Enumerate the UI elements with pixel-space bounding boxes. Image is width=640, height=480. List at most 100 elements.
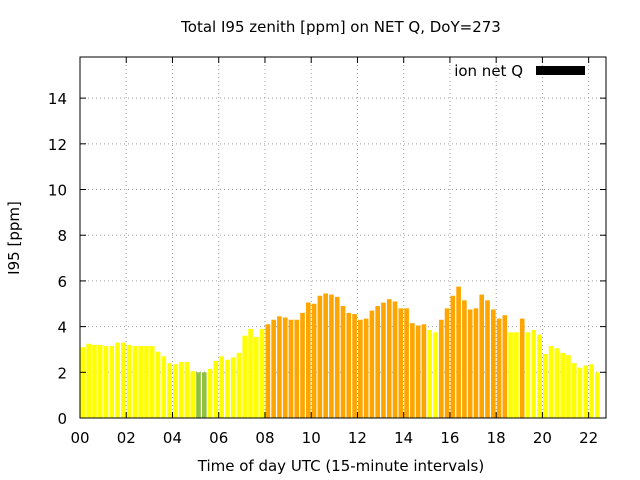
bar-11 [144, 346, 149, 418]
bar-3 [97, 344, 103, 418]
bar-57 [410, 323, 415, 418]
bar-42 [323, 293, 328, 418]
bar-23 [213, 360, 219, 418]
bar-41 [317, 295, 323, 418]
bar-88 [589, 364, 594, 418]
y-tick-label-7: 14 [48, 90, 67, 108]
x-tick-label-4: 08 [255, 429, 274, 447]
bar-89 [595, 372, 600, 418]
bar-39 [306, 302, 311, 418]
bar-4 [103, 346, 109, 418]
y-tick-label-6: 12 [48, 136, 67, 154]
y-axis-label: I95 [ppm] [5, 201, 23, 275]
bar-47 [352, 314, 357, 418]
bar-18 [184, 362, 190, 418]
y-tick-label-3: 6 [57, 273, 67, 291]
bar-64 [450, 295, 456, 418]
bar-2 [92, 344, 97, 418]
bar-25 [225, 359, 230, 418]
x-tick-label-6: 12 [348, 429, 367, 447]
y-tick-label-2: 4 [57, 319, 67, 337]
bar-33 [271, 319, 276, 418]
bar-61 [433, 332, 438, 418]
x-tick-label-7: 14 [394, 429, 413, 447]
bar-46 [346, 312, 352, 418]
bar-7 [121, 342, 126, 418]
bar-68 [473, 308, 479, 418]
bar-17 [178, 362, 184, 418]
bar-20 [196, 372, 201, 418]
chart-title: Total I95 zenith [ppm] on NET Q, DoY=273 [180, 18, 501, 36]
x-tick-label-5: 10 [302, 429, 321, 447]
bar-82 [554, 348, 560, 418]
x-tick-label-2: 04 [163, 429, 182, 447]
bar-12 [149, 346, 155, 418]
x-tick-label-9: 18 [487, 429, 506, 447]
bar-48 [358, 319, 363, 418]
bar-54 [392, 301, 398, 418]
bar-66 [462, 300, 467, 418]
bar-51 [375, 306, 380, 418]
bar-19 [190, 371, 196, 418]
bar-70 [485, 300, 490, 418]
x-tick-label-10: 20 [533, 429, 552, 447]
bar-28 [242, 335, 248, 418]
x-axis-label: Time of day UTC (15-minute intervals) [197, 457, 484, 475]
bar-85 [571, 363, 577, 418]
bar-24 [219, 356, 224, 418]
x-tick-label-8: 16 [440, 429, 459, 447]
legend: ion net Q [454, 62, 585, 80]
bar-31 [259, 328, 265, 418]
bar-76 [519, 318, 525, 418]
bar-73 [502, 315, 508, 418]
bar-45 [340, 306, 346, 418]
legend-label: ion net Q [454, 62, 523, 80]
bar-14 [161, 356, 167, 418]
y-tick-label-4: 8 [57, 227, 67, 245]
bar-67 [467, 309, 473, 418]
bar-74 [508, 332, 513, 418]
bar-56 [404, 308, 409, 418]
bar-10 [138, 346, 144, 418]
bar-69 [479, 294, 485, 418]
bar-63 [444, 308, 450, 418]
bar-52 [381, 302, 386, 418]
bar-58 [415, 325, 421, 418]
bars [80, 286, 600, 418]
bar-83 [560, 352, 565, 418]
bar-6 [115, 342, 120, 418]
bar-53 [386, 299, 392, 418]
bar-5 [109, 346, 115, 418]
bar-9 [132, 346, 138, 418]
bar-8 [126, 344, 132, 418]
bar-15 [167, 363, 172, 418]
bar-87 [583, 365, 589, 418]
plot-frame [79, 56, 607, 419]
bar-35 [282, 317, 288, 418]
bar-16 [173, 364, 178, 418]
bar-50 [369, 310, 375, 418]
bar-86 [577, 367, 583, 418]
bar-36 [288, 319, 294, 418]
y-tick-label-0: 0 [57, 410, 67, 428]
y-tick-label-1: 2 [57, 364, 67, 382]
bar-72 [496, 318, 502, 418]
bar-38 [300, 312, 305, 418]
bar-26 [230, 357, 236, 418]
bar-81 [548, 346, 554, 418]
grid [80, 57, 606, 418]
bar-77 [525, 332, 531, 418]
bar-21 [201, 372, 207, 418]
bar-78 [531, 330, 537, 418]
y-tick-label-5: 10 [48, 182, 67, 200]
bar-32 [265, 324, 271, 418]
bar-34 [277, 316, 282, 418]
x-tick-label-0: 00 [70, 429, 89, 447]
bar-65 [456, 286, 461, 418]
bar-1 [86, 343, 91, 418]
x-tick-label-11: 22 [579, 429, 598, 447]
bar-44 [334, 296, 340, 418]
bar-40 [311, 303, 317, 418]
